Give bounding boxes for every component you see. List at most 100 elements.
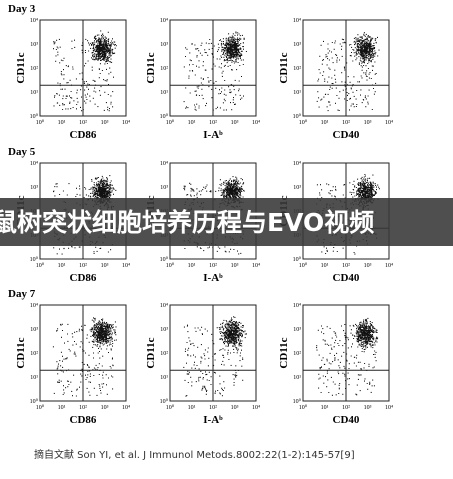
x-axis-label: CD40: [333, 414, 360, 426]
y-tick-label: 10³: [30, 42, 38, 48]
y-axis-label: CD11c: [15, 52, 27, 83]
x-tick-label: 10⁰: [166, 404, 175, 411]
x-tick-label: 10⁰: [299, 119, 308, 126]
y-tick-label: 10²: [30, 351, 38, 357]
event-dots: [52, 317, 117, 397]
y-tick-label: 10⁴: [293, 161, 301, 167]
y-tick-label: 10⁰: [293, 398, 302, 405]
y-tick-label: 10²: [160, 66, 168, 72]
event-dots: [183, 31, 247, 111]
day-label: Day 3: [8, 3, 36, 15]
y-tick-label: 10⁰: [160, 113, 169, 120]
x-tick-label: 10¹: [321, 405, 329, 411]
y-tick-label: 10⁴: [160, 161, 168, 167]
x-tick-label: 10³: [364, 405, 372, 411]
x-tick-label: 10²: [209, 405, 217, 411]
y-tick-label: 10¹: [30, 375, 38, 381]
x-tick-label: 10⁴: [122, 405, 130, 411]
y-tick-label: 10³: [293, 327, 301, 333]
x-tick-label: 10³: [231, 120, 239, 126]
x-axis-label: I-Aᵇ: [203, 414, 223, 426]
y-tick-label: 10²: [293, 66, 301, 72]
y-tick-label: 10¹: [30, 90, 38, 96]
y-tick-label: 10⁰: [160, 256, 169, 263]
x-axis-label: I-Aᵇ: [203, 129, 223, 141]
x-tick-label: 10⁴: [385, 120, 393, 126]
x-tick-label: 10¹: [58, 405, 66, 411]
y-tick-label: 10³: [30, 327, 38, 333]
x-tick-label: 10⁰: [299, 262, 308, 269]
x-axis-label: CD86: [70, 129, 97, 141]
y-tick-label: 10¹: [293, 375, 301, 381]
x-tick-label: 10⁴: [122, 263, 130, 269]
x-axis-label: CD86: [70, 272, 97, 284]
y-tick-label: 10³: [293, 185, 301, 191]
x-tick-label: 10¹: [321, 120, 329, 126]
x-tick-label: 10²: [79, 263, 87, 269]
x-tick-label: 10¹: [58, 263, 66, 269]
citation: 摘自文献 Son YI, et al. J Immunol Metods.800…: [34, 448, 355, 461]
x-tick-label: 10¹: [188, 120, 196, 126]
y-tick-label: 10⁰: [30, 113, 39, 120]
x-tick-label: 10²: [79, 405, 87, 411]
x-tick-label: 10⁰: [166, 262, 175, 269]
y-tick-label: 10⁰: [160, 398, 169, 405]
y-tick-label: 10⁰: [30, 256, 39, 263]
x-tick-label: 10⁴: [252, 405, 260, 411]
x-tick-label: 10²: [342, 263, 350, 269]
day-label: Day 7: [8, 288, 36, 300]
x-tick-label: 10³: [231, 263, 239, 269]
y-tick-label: 10³: [30, 185, 38, 191]
y-tick-label: 10¹: [160, 90, 168, 96]
event-dots: [316, 317, 379, 396]
x-tick-label: 10⁰: [36, 262, 45, 269]
y-tick-label: 10⁴: [293, 303, 301, 309]
y-tick-label: 10⁰: [293, 113, 302, 120]
y-tick-label: 10³: [160, 327, 168, 333]
y-tick-label: 10²: [160, 351, 168, 357]
x-tick-label: 10¹: [188, 405, 196, 411]
x-tick-label: 10²: [209, 120, 217, 126]
y-tick-label: 10⁴: [160, 303, 168, 309]
y-axis-label: CD11c: [15, 337, 27, 368]
y-tick-label: 10³: [293, 42, 301, 48]
day-label: Day 5: [8, 146, 36, 158]
x-tick-label: 10³: [364, 120, 372, 126]
x-tick-label: 10³: [101, 405, 109, 411]
y-axis-label: CD11c: [278, 52, 290, 83]
x-tick-label: 10²: [342, 120, 350, 126]
y-axis-label: CD11c: [145, 52, 157, 83]
x-tick-label: 10⁴: [385, 263, 393, 269]
y-tick-label: 10⁴: [30, 18, 38, 24]
x-tick-label: 10⁰: [299, 404, 308, 411]
x-tick-label: 10¹: [188, 263, 196, 269]
x-tick-label: 10⁰: [166, 119, 175, 126]
x-axis-label: CD40: [333, 129, 360, 141]
x-tick-label: 10⁴: [385, 405, 393, 411]
y-tick-label: 10²: [293, 351, 301, 357]
y-axis-label: CD11c: [278, 337, 290, 368]
x-tick-label: 10⁴: [122, 120, 130, 126]
x-tick-label: 10²: [209, 263, 217, 269]
x-axis-label: I-Aᵇ: [203, 272, 223, 284]
y-tick-label: 10⁴: [160, 18, 168, 24]
banner-text: 鼠树突状细胞培养历程与EVO视频: [0, 208, 374, 237]
x-tick-label: 10⁰: [36, 404, 45, 411]
y-tick-label: 10¹: [160, 375, 168, 381]
y-tick-label: 10³: [160, 185, 168, 191]
x-tick-label: 10³: [101, 120, 109, 126]
y-tick-label: 10⁰: [30, 398, 39, 405]
x-tick-label: 10³: [101, 263, 109, 269]
x-tick-label: 10⁰: [36, 119, 45, 126]
y-tick-label: 10⁰: [293, 256, 302, 263]
x-tick-label: 10¹: [321, 263, 329, 269]
event-dots: [316, 32, 380, 112]
x-tick-label: 10⁴: [252, 263, 260, 269]
x-axis-label: CD86: [70, 414, 97, 426]
y-tick-label: 10⁴: [30, 303, 38, 309]
x-tick-label: 10⁴: [252, 120, 260, 126]
event-dots: [183, 316, 247, 397]
y-axis-label: CD11c: [145, 337, 157, 368]
x-tick-label: 10²: [342, 405, 350, 411]
